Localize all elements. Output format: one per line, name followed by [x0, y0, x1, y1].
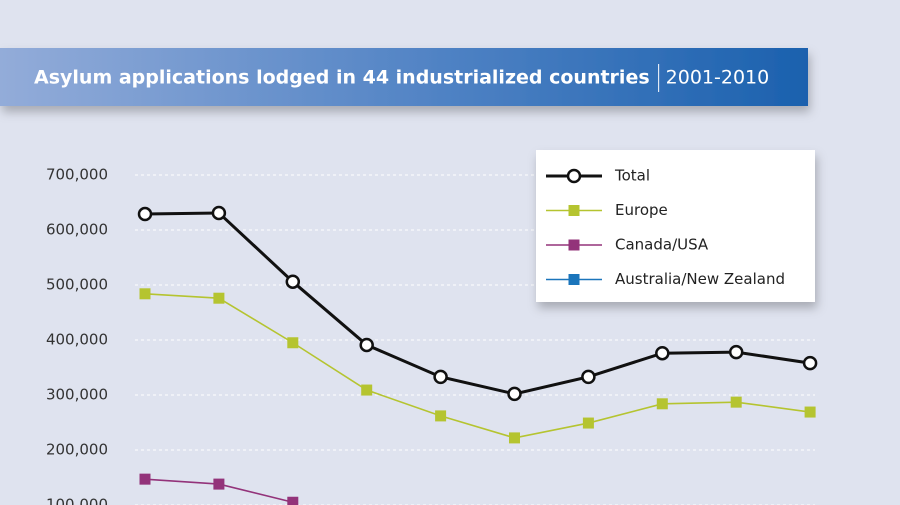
series-line — [144, 211, 811, 396]
legend-label: Australia/New Zealand — [615, 270, 785, 288]
y-tick-label: 600,000 — [46, 221, 108, 239]
data-point — [287, 337, 299, 349]
data-point — [361, 384, 373, 396]
data-point — [213, 478, 225, 490]
legend-marker — [566, 168, 582, 184]
y-tick-label: 700,000 — [46, 166, 108, 184]
data-point — [730, 396, 742, 408]
title-banner — [0, 48, 808, 106]
data-point — [213, 292, 225, 304]
y-tick-label: 100,000 — [46, 496, 108, 505]
data-point — [435, 410, 447, 422]
data-point — [139, 288, 151, 300]
legend-label: Europe — [615, 201, 668, 219]
data-point — [359, 337, 374, 353]
data-point — [656, 398, 668, 410]
chart-subtitle: 2001-2010 — [666, 67, 770, 89]
data-point — [287, 496, 299, 505]
series-line — [144, 293, 811, 439]
data-point — [802, 355, 818, 371]
y-tick-label: 200,000 — [46, 441, 108, 459]
legend-marker — [568, 274, 580, 285]
data-point — [581, 369, 596, 385]
data-point — [728, 344, 744, 360]
data-point — [137, 206, 153, 222]
data-point — [507, 386, 522, 402]
data-point — [211, 205, 227, 221]
data-point — [582, 417, 594, 429]
legend-marker — [568, 239, 580, 251]
legend: Total Europe Canada/USA Australia/New Zeala… — [536, 150, 815, 302]
y-tick-label: 500,000 — [46, 276, 108, 294]
data-point — [509, 432, 520, 444]
chart-title: Asylum applications lodged in 44 industr… — [34, 67, 650, 89]
data-point — [285, 274, 301, 289]
legend-marker — [568, 205, 580, 216]
data-point — [433, 369, 448, 385]
data-point — [655, 345, 670, 361]
y-tick-label: 300,000 — [46, 386, 108, 404]
data-point — [139, 473, 151, 485]
legend-label: Total — [614, 167, 650, 185]
y-tick-label: 400,000 — [46, 331, 108, 349]
data-point — [804, 406, 816, 418]
legend-label: Canada/USA — [615, 236, 709, 254]
